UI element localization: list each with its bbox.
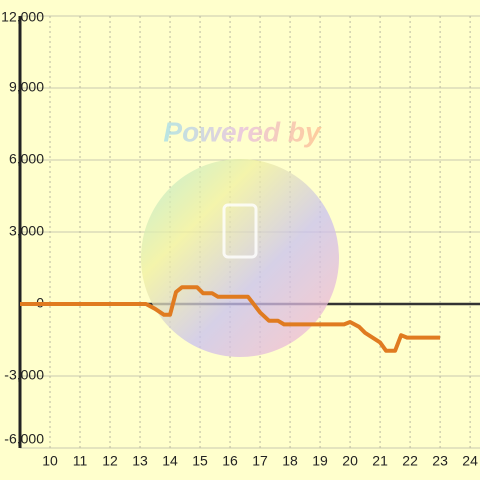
x-tick-label: 16 [222, 453, 238, 469]
x-tick-label: 11 [73, 453, 88, 469]
x-tick-label: 23 [432, 453, 448, 469]
y-tick-label: 6,000 [9, 151, 44, 167]
x-tick-label: 17 [252, 453, 268, 469]
x-tick-label: 12 [102, 453, 118, 469]
x-tick-label: 10 [42, 453, 58, 469]
x-tick-label: 18 [282, 453, 298, 469]
y-tick-label: 9,000 [9, 79, 44, 95]
y-tick-label: -3,000 [4, 367, 44, 383]
x-tick-label: 15 [192, 453, 208, 469]
watermark-icon [222, 203, 258, 259]
y-tick-label: 12,000 [1, 9, 44, 25]
x-tick-label: 20 [342, 453, 358, 469]
x-tick-label: 24 [462, 453, 478, 469]
watermark-text: Powered by [163, 116, 322, 147]
y-tick-label: 3,000 [9, 223, 44, 239]
data-line [20, 285, 441, 353]
x-tick-label: 19 [312, 453, 328, 469]
x-tick-label: 21 [372, 453, 388, 469]
y-tick-label: -6,000 [4, 431, 44, 447]
x-tick-label: 22 [402, 453, 418, 469]
x-tick-label: 14 [162, 453, 178, 469]
x-tick-label: 13 [132, 453, 148, 469]
